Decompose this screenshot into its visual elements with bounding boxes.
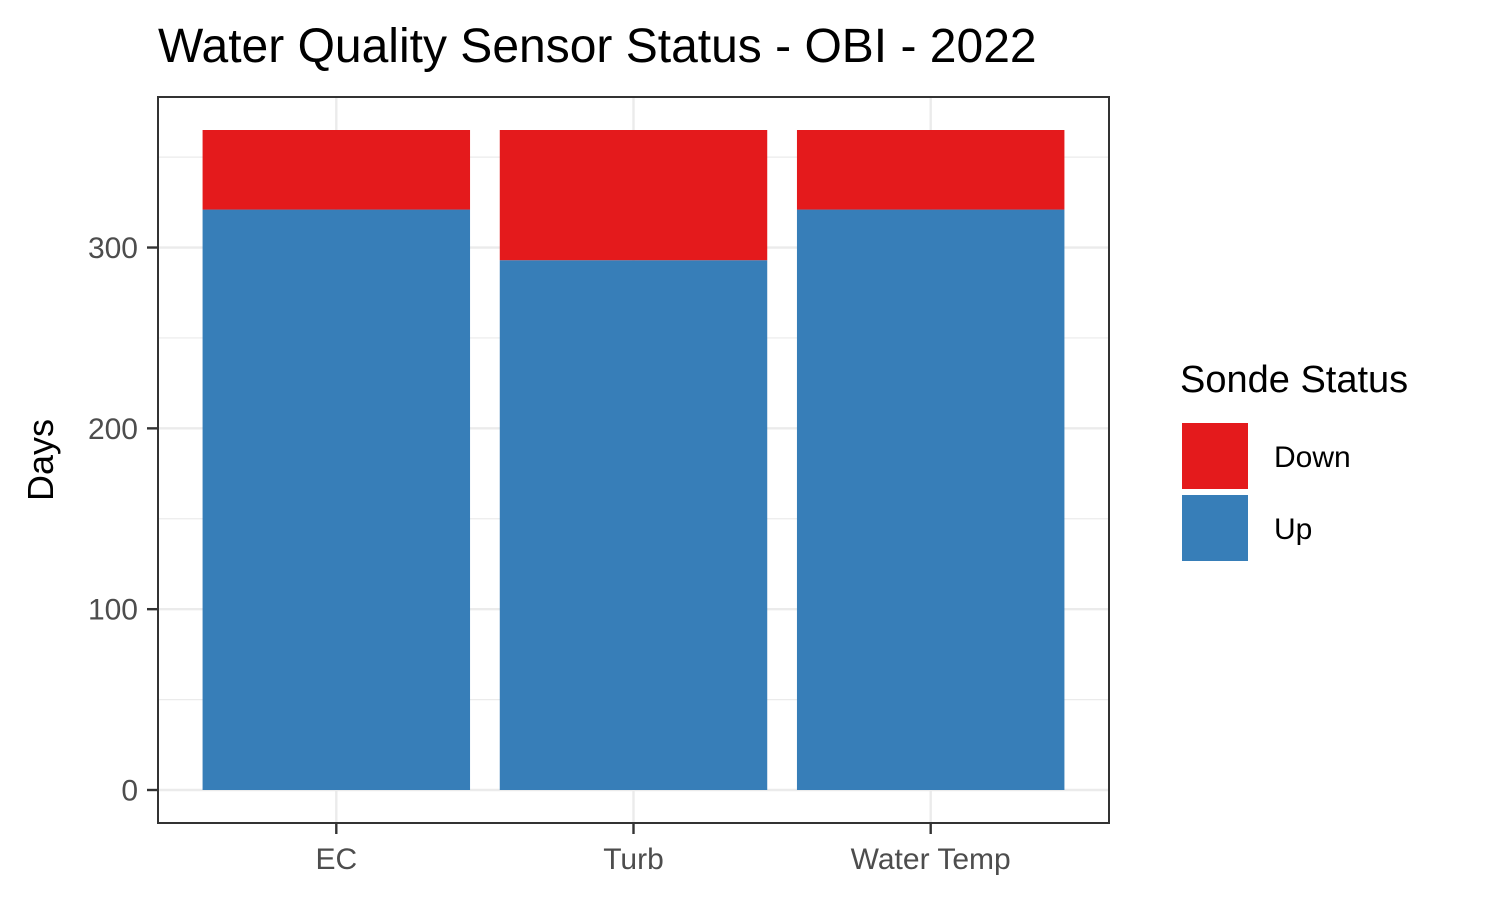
y-axis: 0 100 200 300 — [88, 232, 158, 808]
bar-down-water-temp — [796, 130, 1065, 210]
y-tick-label: 200 — [88, 413, 138, 446]
x-tick-label: Water Temp — [851, 843, 1011, 876]
x-axis: EC Turb Water Temp — [315, 823, 1011, 876]
bar-down-ec — [202, 130, 471, 210]
bar-up-ec — [202, 209, 471, 790]
legend-items: Down Up — [1182, 423, 1351, 561]
legend-title: Sonde Status — [1180, 359, 1408, 401]
x-tick-label: Turb — [603, 843, 664, 876]
legend-key-down — [1182, 423, 1248, 489]
legend-key-up — [1182, 495, 1248, 561]
y-axis-title: Days — [20, 419, 61, 501]
bar-down-turb — [499, 130, 768, 261]
legend-label-up: Up — [1274, 513, 1312, 546]
plot-panel — [157, 96, 1110, 824]
y-tick-label: 100 — [88, 594, 138, 627]
legend: Sonde Status Down Up — [1180, 359, 1408, 561]
x-tick-label: EC — [315, 843, 357, 876]
bar-up-turb — [499, 260, 768, 790]
y-tick-label: 0 — [121, 775, 138, 808]
chart-title: Water Quality Sensor Status - OBI - 2022 — [158, 20, 1037, 73]
y-tick-label: 300 — [88, 232, 138, 265]
legend-label-down: Down — [1274, 441, 1351, 474]
bar-up-water-temp — [796, 209, 1065, 790]
bars — [202, 130, 1065, 790]
